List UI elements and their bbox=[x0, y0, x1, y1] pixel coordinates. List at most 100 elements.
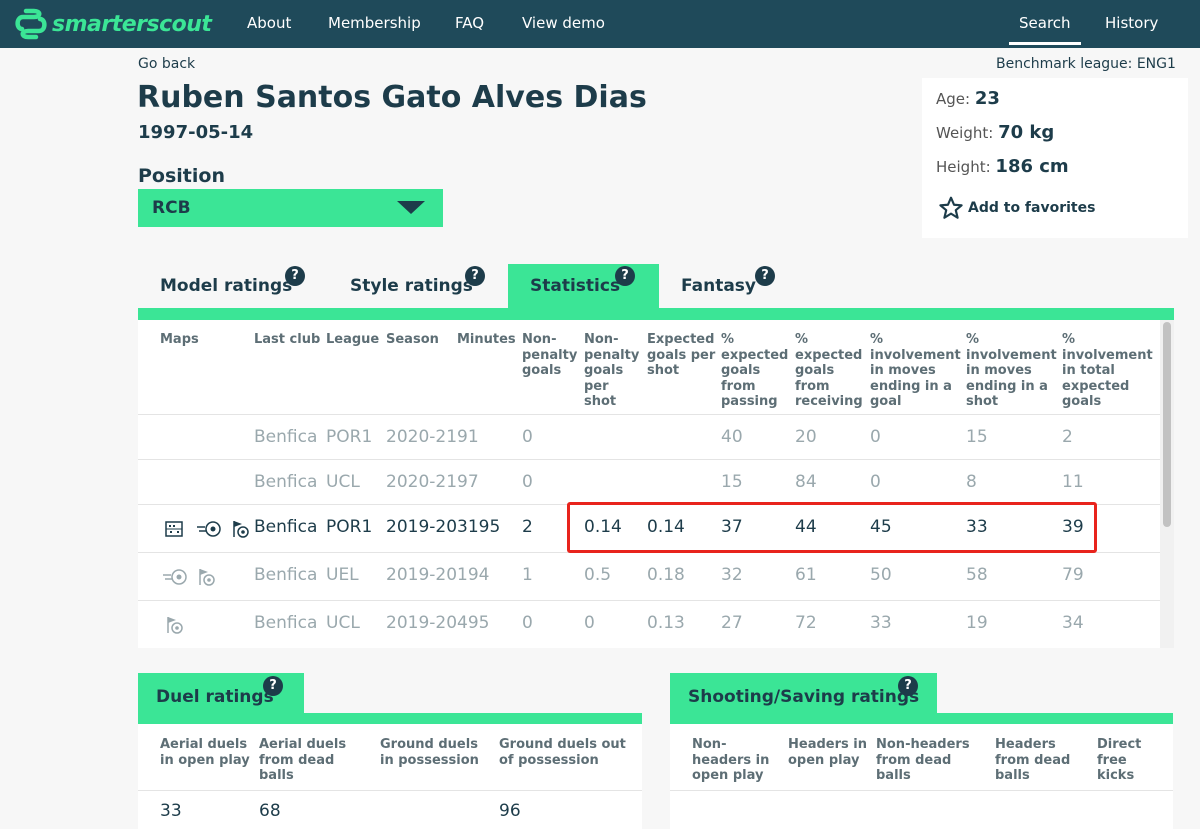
col-header-xg-per-shot: Expected goals per shot bbox=[647, 332, 716, 378]
cell-league: UEL bbox=[326, 565, 359, 585]
heatmap-icon[interactable] bbox=[164, 519, 184, 539]
cell-season: 2019-20 bbox=[386, 565, 458, 585]
col-header-involvement-shot: % involvement in moves ending in a shot bbox=[966, 332, 1057, 409]
shot-map-icon[interactable] bbox=[162, 567, 188, 587]
cell-club: Benfica bbox=[254, 472, 318, 492]
scrollbar-thumb[interactable] bbox=[1163, 322, 1171, 527]
table-row[interactable]: Benfica UCL 2019-20 495 0 0 0.13 27 72 3… bbox=[138, 600, 1160, 648]
cell-inv-xg: 34 bbox=[1062, 613, 1084, 633]
col-header-season: Season bbox=[386, 332, 439, 347]
duel-value: 96 bbox=[499, 801, 521, 821]
position-value: RCB bbox=[152, 198, 191, 218]
help-icon[interactable]: ? bbox=[285, 266, 305, 286]
cell-inv-shot: 15 bbox=[966, 427, 988, 447]
cell-inv-shot: 19 bbox=[966, 613, 988, 633]
add-to-favorites-button[interactable]: Add to favorites bbox=[938, 195, 1095, 221]
col-header-npg-per-shot: Non-penalty goals per shot bbox=[584, 332, 640, 409]
duel-header: Ground duels out of possession bbox=[499, 737, 626, 768]
divider bbox=[138, 790, 642, 791]
duel-value: 68 bbox=[259, 801, 281, 821]
duel-ratings-tab[interactable]: Duel ratings ? bbox=[138, 673, 304, 713]
cell-npg-shot: 0 bbox=[584, 613, 595, 633]
cell-club: Benfica bbox=[254, 565, 318, 585]
help-icon[interactable]: ? bbox=[465, 266, 485, 286]
cell-league: UCL bbox=[326, 613, 360, 633]
tab-fantasy[interactable]: Fantasy ? bbox=[659, 264, 789, 308]
cell-club: Benfica bbox=[254, 427, 318, 447]
position-dropdown[interactable]: RCB bbox=[138, 189, 443, 227]
shot-map-icon[interactable] bbox=[196, 519, 222, 539]
set-piece-map-icon[interactable] bbox=[196, 567, 216, 587]
shooting-saving-ratings-tab[interactable]: Shooting/Saving ratings ? bbox=[670, 673, 937, 713]
go-back-link[interactable]: Go back bbox=[138, 56, 196, 72]
cell-league: UCL bbox=[326, 472, 360, 492]
nav-about[interactable]: About bbox=[247, 14, 292, 32]
player-info-card: Age: 23 Weight: 70 kg Height: 186 cm Add… bbox=[922, 78, 1188, 238]
cell-xg-pass: 40 bbox=[721, 427, 743, 447]
cell-club: Benfica bbox=[254, 613, 318, 633]
cell-season: 2019-20 bbox=[386, 517, 458, 537]
nav-faq[interactable]: FAQ bbox=[455, 14, 485, 32]
player-dob: 1997-05-14 bbox=[138, 122, 254, 143]
table-scrollbar[interactable] bbox=[1160, 320, 1174, 648]
help-icon[interactable]: ? bbox=[615, 266, 635, 286]
cell-xg-shot: 0.13 bbox=[647, 613, 685, 633]
age-row: Age: 23 bbox=[936, 88, 1000, 109]
duel-header: Ground duels in possession bbox=[380, 737, 479, 768]
nav-membership[interactable]: Membership bbox=[328, 14, 421, 32]
nav-search[interactable]: Search bbox=[1009, 14, 1081, 45]
table-row[interactable]: Benfica UCL 2020-21 97 0 15 84 0 8 11 bbox=[138, 459, 1160, 505]
cell-xg-pass: 15 bbox=[721, 472, 743, 492]
cell-inv-xg: 79 bbox=[1062, 565, 1084, 585]
cell-xg-recv: 61 bbox=[795, 565, 817, 585]
brand-logo[interactable]: smarterscout bbox=[14, 6, 212, 42]
cell-minutes: 495 bbox=[457, 613, 490, 633]
duel-value: 33 bbox=[160, 801, 182, 821]
smarterscout-logo-icon bbox=[15, 8, 47, 40]
cell-inv-goal: 45 bbox=[870, 517, 892, 537]
cell-inv-shot: 58 bbox=[966, 565, 988, 585]
weight-value: 70 kg bbox=[998, 122, 1055, 143]
weight-label: Weight: bbox=[936, 124, 994, 142]
weight-row: Weight: 70 kg bbox=[936, 122, 1054, 143]
shooting-header: Headers in open play bbox=[788, 737, 867, 768]
age-label: Age: bbox=[936, 90, 971, 108]
tab-style-ratings[interactable]: Style ratings ? bbox=[328, 264, 498, 308]
set-piece-map-icon[interactable] bbox=[230, 519, 250, 539]
help-icon[interactable]: ? bbox=[755, 266, 775, 286]
height-value: 186 cm bbox=[995, 156, 1069, 177]
cell-season: 2020-21 bbox=[386, 427, 458, 447]
cell-xg-pass: 37 bbox=[721, 517, 743, 537]
nav-view-demo[interactable]: View demo bbox=[522, 14, 605, 32]
col-header-non-penalty-goals: Non-penalty goals bbox=[522, 332, 578, 378]
shooting-ratings-title: Shooting/Saving ratings bbox=[688, 687, 920, 707]
cell-inv-xg: 39 bbox=[1062, 517, 1084, 537]
cell-minutes: 91 bbox=[457, 427, 479, 447]
brand-name: smarterscout bbox=[52, 11, 212, 37]
table-row[interactable]: Benfica POR1 2020-21 91 0 40 20 0 15 2 bbox=[138, 414, 1160, 460]
nav-history[interactable]: History bbox=[1105, 14, 1159, 32]
shooting-header: Headers from dead balls bbox=[995, 737, 1071, 783]
cell-inv-goal: 50 bbox=[870, 565, 892, 585]
cell-npg-shot: 0.14 bbox=[584, 517, 622, 537]
tab-statistics[interactable]: Statistics ? bbox=[508, 264, 659, 308]
cell-season: 2020-21 bbox=[386, 472, 458, 492]
cell-xg-recv: 72 bbox=[795, 613, 817, 633]
duel-header: Aerial duels from dead balls bbox=[259, 737, 347, 783]
benchmark-league: Benchmark league: ENG1 bbox=[996, 56, 1176, 72]
shooting-header: Non-headers in open play bbox=[692, 737, 770, 783]
cell-league: POR1 bbox=[326, 427, 373, 447]
cell-xg-pass: 27 bbox=[721, 613, 743, 633]
shooting-ratings-bar bbox=[670, 713, 1173, 724]
cell-inv-xg: 2 bbox=[1062, 427, 1073, 447]
cell-inv-goal: 33 bbox=[870, 613, 892, 633]
tab-model-ratings[interactable]: Model ratings ? bbox=[138, 264, 313, 308]
shooting-ratings-panel: Non-headers in open play Headers in open… bbox=[670, 724, 1173, 829]
table-row[interactable]: Benfica POR1 2019-20 3195 2 0.14 0.14 37… bbox=[138, 504, 1160, 552]
help-icon[interactable]: ? bbox=[898, 676, 918, 696]
help-icon[interactable]: ? bbox=[263, 676, 283, 696]
cell-inv-shot: 33 bbox=[966, 517, 988, 537]
cell-season: 2019-20 bbox=[386, 613, 458, 633]
table-row[interactable]: Benfica UEL 2019-20 194 1 0.5 0.18 32 61… bbox=[138, 552, 1160, 600]
set-piece-map-icon[interactable] bbox=[164, 615, 184, 635]
